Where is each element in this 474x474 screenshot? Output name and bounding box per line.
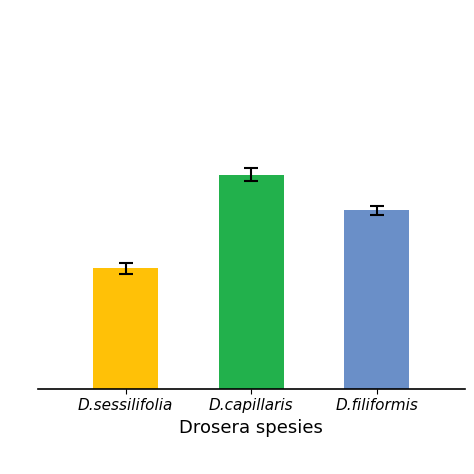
Bar <box>219 175 284 389</box>
X-axis label: Drosera spesies: Drosera spesies <box>179 419 323 437</box>
Bar <box>344 210 410 389</box>
Bar <box>93 268 158 389</box>
